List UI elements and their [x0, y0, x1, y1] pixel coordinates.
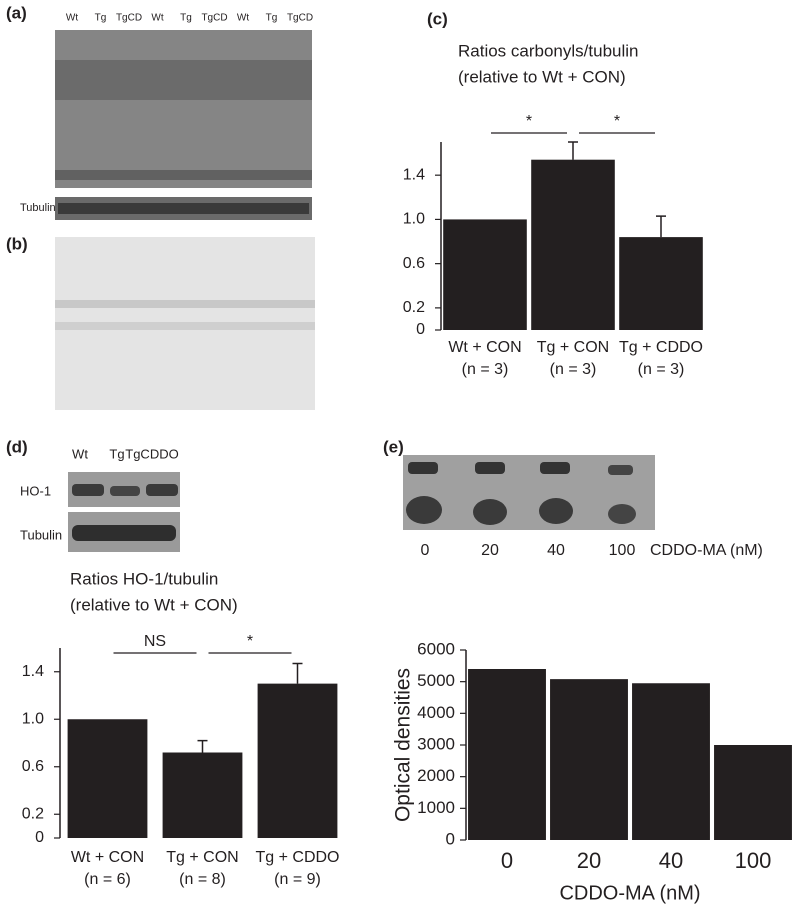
y-tick-label: 0	[416, 321, 425, 338]
lane-label: TgCD	[201, 13, 227, 24]
chart-subtitle: (relative to Wt + CON)	[458, 67, 626, 86]
significance-label: *	[614, 113, 620, 130]
lane-label: Wt	[237, 13, 249, 24]
y-tick-label: 4000	[417, 703, 455, 722]
chart-title: Ratios carbonyls/tubulin	[458, 41, 638, 60]
bar	[468, 669, 546, 840]
y-tick-label: 6000	[417, 639, 455, 658]
lane-label: Wt	[66, 13, 78, 24]
row-label: HO-1	[20, 483, 51, 498]
lane-label: Tg	[109, 446, 124, 461]
lane-label: TgCD	[287, 13, 313, 24]
x-tick-label: Wt + CON	[448, 339, 521, 356]
n-label: (n = 3)	[550, 361, 597, 378]
x-tick-label: 40	[659, 848, 683, 873]
y-tick-label: 1.4	[403, 166, 425, 183]
x-tick-label: 0	[501, 848, 513, 873]
x-tick-label: 100	[735, 848, 772, 873]
x-tick-label: Tg + CDDO	[619, 339, 703, 356]
significance-label: NS	[144, 633, 166, 650]
y-tick-label: 2000	[417, 766, 455, 785]
x-tick-label: 20	[577, 848, 601, 873]
lane-label: Wt	[72, 446, 88, 461]
significance-label: *	[526, 113, 532, 130]
error-bar	[568, 141, 578, 160]
x-tick-label: Wt + CON	[71, 849, 144, 866]
y-tick-label: 0	[446, 829, 455, 848]
bar	[714, 745, 792, 840]
row-label: Tubulin	[20, 202, 56, 214]
lane-label: 40	[547, 542, 565, 559]
error-bar	[292, 662, 303, 684]
bar	[257, 683, 338, 838]
lane-label: TgCDDO	[125, 446, 178, 461]
bar	[619, 237, 703, 330]
panel-label: (b)	[6, 234, 28, 253]
lane-label: TgCD	[116, 13, 142, 24]
y-tick-label: 1000	[417, 798, 455, 817]
chart-subtitle: (relative to Wt + CON)	[70, 595, 238, 614]
blot-e	[403, 455, 655, 530]
x-tick-label: Tg + CDDO	[255, 849, 339, 866]
y-tick-label: 1.4	[22, 663, 44, 680]
bar	[443, 219, 527, 330]
n-label: (n = 8)	[179, 871, 226, 888]
error-bar	[197, 739, 208, 753]
y-axis-label: Optical densities	[392, 668, 415, 822]
row-label: Tubulin	[20, 527, 62, 542]
y-tick-label: 0.2	[22, 805, 44, 822]
bar	[550, 679, 628, 840]
n-label: (n = 9)	[274, 871, 321, 888]
blot-d	[68, 472, 180, 552]
blot-b	[55, 237, 315, 410]
y-tick-label: 1.0	[22, 710, 44, 727]
lane-label: 20	[481, 542, 499, 559]
n-label: (n = 6)	[84, 871, 131, 888]
lane-label: Tg	[180, 13, 192, 24]
lane-label: Tg	[95, 13, 107, 24]
x-axis-label: CDDO-MA (nM)	[559, 882, 700, 904]
significance-label: *	[247, 633, 253, 650]
n-label: (n = 3)	[462, 361, 509, 378]
y-tick-label: 0.6	[22, 758, 44, 775]
bar	[162, 752, 243, 838]
chart-title: Ratios HO-1/tubulin	[70, 569, 218, 588]
y-tick-label: 1.0	[403, 211, 425, 228]
x-tick-label: Tg + CON	[537, 339, 609, 356]
lane-label: Wt	[151, 13, 163, 24]
bar	[632, 683, 710, 840]
n-label: (n = 3)	[638, 361, 685, 378]
blot-a	[55, 30, 312, 220]
bar	[531, 159, 615, 330]
y-tick-label: 0.6	[403, 255, 425, 272]
panel-label: (c)	[427, 9, 448, 28]
lane-label: 0	[421, 542, 430, 559]
lane-label: Tg	[266, 13, 278, 24]
lane-label: 100	[609, 542, 636, 559]
panel-label: (e)	[383, 437, 404, 456]
panel-label: (d)	[6, 437, 28, 456]
y-tick-label: 5000	[417, 671, 455, 690]
x-tick-label: Tg + CON	[166, 849, 238, 866]
error-bar	[656, 215, 666, 238]
bar	[67, 719, 148, 838]
y-tick-label: 0.2	[403, 299, 425, 316]
panel-label: (a)	[6, 3, 27, 22]
y-tick-label: 0	[35, 829, 44, 846]
y-tick-label: 3000	[417, 734, 455, 753]
unit-label: CDDO-MA (nM)	[650, 542, 763, 559]
